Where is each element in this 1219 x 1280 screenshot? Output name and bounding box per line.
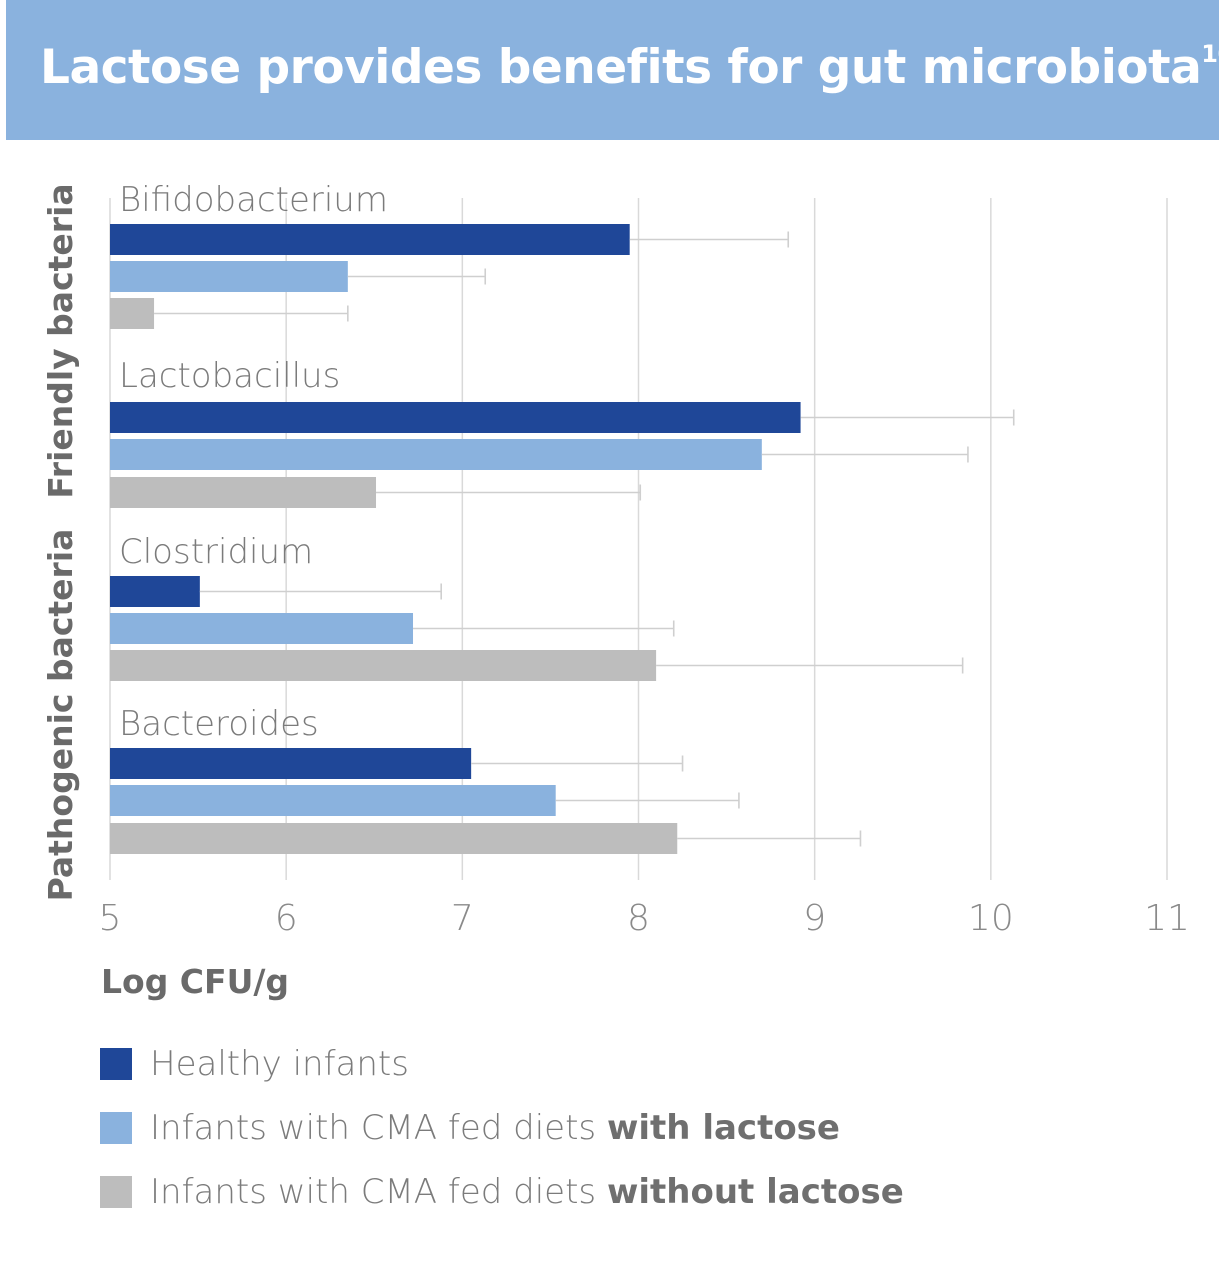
legend-label: Infants with CMA fed diets: [150, 1108, 607, 1148]
bar-lactobacillus-healthy: [110, 402, 801, 433]
bar-bacteroides-with-lactose: [110, 785, 556, 816]
bar-chart: Bifidobacterium Lactobacillus Clostridium B…: [41, 180, 1190, 1001]
legend-item-with-lactose: Infants with CMA fed diets with lactose: [100, 1108, 840, 1148]
bar-clostridium-with-lactose: [110, 613, 414, 644]
x-tick-labels: 5 6 7 8 9 10 11: [99, 898, 1190, 939]
bar-lactobacillus-without-lactose: [110, 477, 377, 508]
x-tick-label: 7: [451, 898, 474, 939]
error-bar-bacteroides-healthy: [471, 755, 684, 772]
x-tick-label: 11: [1144, 898, 1190, 939]
bars: [110, 224, 801, 854]
error-bar-lactobacillus-healthy: [800, 409, 1015, 426]
category-label-clostridium: Clostridium: [119, 532, 313, 572]
error-bars: [154, 231, 1015, 847]
legend-swatch-with-lactose: [100, 1112, 132, 1144]
error-bar-bifidobacterium-healthy: [629, 231, 790, 248]
bar-bifidobacterium-with-lactose: [110, 261, 348, 292]
x-tick-label: 5: [99, 898, 122, 939]
group-labels: Friendly bacteria Pathogenic bacteria: [41, 183, 80, 901]
x-tick-label: 9: [803, 898, 826, 939]
legend-item-without-lactose: Infants with CMA fed diets without lacto…: [100, 1172, 904, 1212]
legend-label: Infants with CMA fed diets: [150, 1172, 607, 1212]
header-banner: Lactose provides benefits for gut microb…: [6, 0, 1219, 140]
category-label-bifidobacterium: Bifidobacterium: [119, 180, 388, 220]
bar-bifidobacterium-without-lactose: [110, 298, 155, 329]
bar-clostridium-healthy: [110, 576, 200, 607]
title-reference: 10: [1201, 40, 1219, 69]
bar-clostridium-without-lactose: [110, 650, 657, 681]
x-axis-label: Log CFU/g: [101, 962, 289, 1001]
error-bar-bifidobacterium-without-lactose: [154, 305, 349, 322]
legend-item-healthy: Healthy infants: [100, 1044, 409, 1084]
bar-bacteroides-without-lactose: [110, 823, 678, 854]
group-label-pathogenic-bacteria: Pathogenic bacteria: [41, 529, 80, 902]
error-bar-bacteroides-without-lactose: [677, 830, 862, 847]
error-bar-clostridium-with-lactose: [413, 620, 675, 637]
error-bar-bacteroides-with-lactose: [555, 792, 740, 809]
error-bar-bifidobacterium-with-lactose: [347, 268, 487, 285]
category-labels: Bifidobacterium Lactobacillus Clostridium B…: [119, 180, 388, 744]
x-tick-label: 10: [968, 898, 1014, 939]
chart-title: Lactose provides benefits for gut microb…: [40, 40, 1219, 95]
error-bar-lactobacillus-without-lactose: [376, 484, 642, 501]
legend-label-bold: without lactose: [606, 1172, 904, 1212]
legend-label-bold: with lactose: [606, 1108, 840, 1148]
bar-bacteroides-healthy: [110, 748, 472, 779]
bar-lactobacillus-with-lactose: [110, 439, 762, 470]
category-label-lactobacillus: Lactobacillus: [119, 356, 340, 396]
error-bar-clostridium-healthy: [199, 583, 442, 600]
group-label-friendly-bacteria: Friendly bacteria: [41, 183, 80, 498]
error-bar-lactobacillus-with-lactose: [761, 446, 969, 463]
legend-swatch-without-lactose: [100, 1176, 132, 1208]
error-bar-clostridium-without-lactose: [656, 657, 964, 674]
x-tick-label: 8: [627, 898, 650, 939]
category-label-bacteroides: Bacteroides: [119, 704, 319, 744]
x-tick-label: 6: [275, 898, 298, 939]
legend-swatch-healthy: [100, 1048, 132, 1080]
bar-bifidobacterium-healthy: [110, 224, 630, 255]
legend-label: Healthy infants: [150, 1044, 409, 1084]
